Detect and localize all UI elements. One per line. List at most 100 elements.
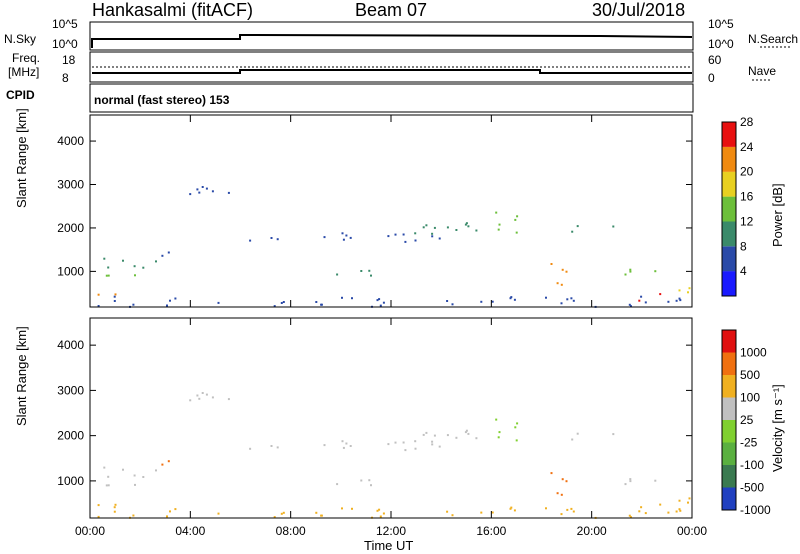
colorbar-swatch (722, 442, 736, 465)
velocity-echo-cell (211, 396, 214, 399)
velocity-echo-cell (644, 512, 647, 515)
power-echo-cell (114, 293, 117, 296)
velocity-echo-cell (342, 446, 345, 449)
power-echo-cell (495, 211, 498, 214)
velocity-echo-cell (315, 511, 318, 514)
velocity-plot-frame (89, 317, 693, 519)
velocity-echo-cell (113, 510, 116, 513)
power-echo-cell (497, 228, 500, 231)
power-echo-cell (376, 299, 379, 302)
power-echo-cell (464, 223, 467, 226)
velocity-echo-cell (561, 478, 564, 481)
velocity-echo-cell (491, 511, 494, 514)
velocity-echo-cell (451, 514, 454, 517)
power-ylabel: Slant Range [km] (14, 108, 29, 208)
power-colorbar: 4 8 12 16 20 24 28 (721, 115, 754, 297)
velocity-echo-cell (105, 484, 108, 487)
velocity-echo-cell (576, 432, 579, 435)
power-echo-cell (630, 305, 632, 308)
velocity-echo-cell (467, 432, 470, 435)
power-echo-cell (467, 225, 470, 228)
power-echo-cell (103, 257, 106, 260)
freq-tick-top: 18 (62, 53, 76, 67)
power-echo-cell (349, 236, 352, 239)
colorbar-swatch (722, 221, 736, 247)
nave-tick-top: 60 (708, 53, 722, 67)
power-colorbar-tick: 24 (740, 140, 754, 154)
velocity-echo-cell (282, 511, 285, 514)
power-echo-cell (404, 240, 407, 243)
velocity-echo-cell (659, 503, 662, 506)
power-echo-cell (629, 268, 632, 271)
power-echo-cell (113, 300, 116, 302)
beam-title: Beam 07 (355, 0, 428, 20)
velocity-echo-cell (556, 492, 559, 495)
power-echo-cell (196, 188, 199, 191)
power-echo-cell (514, 218, 517, 221)
velocity-echo-cell (628, 514, 631, 517)
power-echo-cell (446, 300, 449, 302)
power-colorbar-tick: 4 (740, 264, 747, 278)
velocity-echo-cell (114, 503, 117, 506)
xtick-label: 12:00 (376, 524, 406, 538)
colorbar-swatch (722, 487, 736, 510)
power-echo-cell (422, 226, 425, 229)
velocity-colorbar-label: Velocity [m s⁻¹] (770, 384, 785, 472)
freq-trace (92, 69, 692, 74)
velocity-echo-cell (630, 516, 632, 519)
velocity-echo-cell (97, 515, 100, 518)
power-echo-cell (370, 274, 372, 277)
colorbar-swatch (722, 420, 736, 443)
power-plot-frame (89, 114, 693, 308)
nsearch-label: N.Search (748, 32, 799, 46)
velocity-echo-cell (433, 434, 436, 437)
nsearch-tick-top: 10^5 (708, 17, 734, 31)
power-echo-cell (571, 230, 574, 233)
power-ytick-label: 3000 (57, 178, 84, 192)
power-echo-cell (513, 298, 516, 301)
power-echo-cell (134, 274, 136, 277)
power-echo-cell (379, 304, 382, 307)
nave-label: Nave (748, 64, 777, 78)
velocity-echo-cell (455, 436, 458, 439)
power-colorbar-tick: 16 (740, 190, 754, 204)
nsky-tick-bottom: 10^0 (52, 37, 78, 51)
cpid-panel-frame (89, 83, 694, 113)
power-echo-cell (211, 190, 214, 193)
velocity-echo-cell (675, 510, 678, 513)
power-echo-cell (509, 297, 512, 300)
velocity-echo-cell (404, 449, 407, 452)
velocity-colorbar-tick: 500 (740, 368, 760, 382)
power-echo-cell (205, 187, 208, 190)
velocity-colorbar-tick: -1000 (740, 503, 771, 517)
power-echo-cell (113, 295, 116, 298)
power-echo-cell (659, 293, 662, 296)
velocity-echo-cell (465, 429, 468, 432)
power-echo-cell (122, 259, 124, 262)
velocity-echo-cell (431, 440, 434, 443)
power-ytick-label: 1000 (57, 264, 84, 278)
power-echo-cell (342, 238, 345, 241)
power-echo-cell (166, 304, 168, 307)
velocity-echo-cell (629, 478, 632, 481)
velocity-echo-cell (169, 510, 171, 513)
power-echo-cell (169, 299, 171, 302)
velocity-echo-cell (612, 433, 615, 436)
power-colorbar-label: Power [dB] (770, 183, 785, 247)
power-echo-cell (465, 222, 468, 225)
colorbar-swatch (722, 397, 736, 420)
velocity-echo-cell (571, 438, 574, 441)
freq-tick-bottom: 8 (62, 71, 69, 85)
power-echo-cell (97, 305, 100, 307)
velocity-echo-cell (134, 483, 136, 486)
velocity-echo-cell (480, 511, 483, 514)
velocity-echo-cell (514, 426, 517, 429)
velocity-echo-cell (249, 447, 252, 450)
power-echo-cell (142, 266, 145, 269)
velocity-echo-cell (320, 514, 323, 517)
power-echo-cell (576, 225, 579, 228)
power-echo-cell (545, 296, 547, 299)
power-echo-cell (217, 301, 220, 304)
power-echo-cell (270, 237, 273, 239)
power-echo-cell (612, 225, 615, 228)
